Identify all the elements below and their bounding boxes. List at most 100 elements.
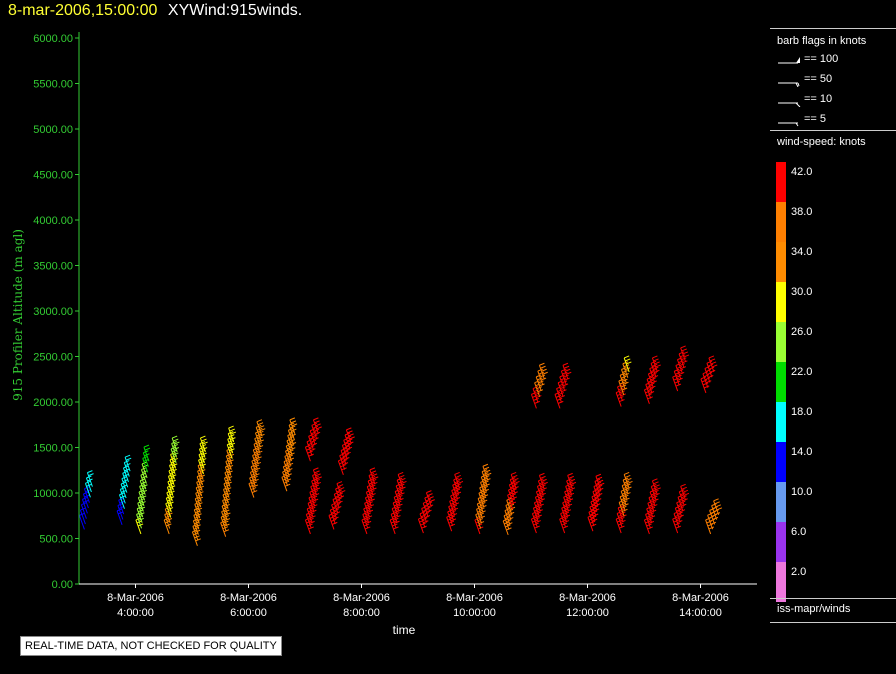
wind-barb <box>142 458 149 473</box>
barb-feather <box>653 358 659 362</box>
barb-feather <box>700 376 707 380</box>
wind-barb <box>164 514 171 529</box>
barb-feather <box>596 476 603 480</box>
wind-barb <box>282 471 289 487</box>
wind-barb <box>503 515 510 530</box>
wind-barb <box>510 474 517 489</box>
barb-feather <box>230 431 237 435</box>
wind-barb <box>344 434 351 450</box>
wind-barb <box>226 450 233 465</box>
barb-feather <box>715 504 722 508</box>
wind-barb <box>306 508 313 523</box>
wind-barb <box>534 382 541 397</box>
wind-barb <box>476 503 483 519</box>
wind-barb <box>253 444 260 459</box>
barb-feather <box>618 378 625 382</box>
wind-barb <box>645 514 652 529</box>
barb-feather <box>555 394 562 398</box>
wind-barb <box>559 376 566 392</box>
wind-barb <box>589 506 596 522</box>
barb-feather <box>229 428 235 432</box>
wind-barb <box>506 500 513 515</box>
wind-barb <box>199 443 206 458</box>
barb-feather <box>202 441 208 445</box>
wind-barb <box>311 425 318 440</box>
wind-barb <box>221 505 228 521</box>
wind-barb <box>226 444 233 459</box>
barb-feather <box>535 392 541 396</box>
title-product-name: XYWind:915winds. <box>167 2 303 19</box>
barb-full-icon <box>778 102 801 108</box>
wind-barb <box>622 479 629 495</box>
wind-barb <box>288 424 295 440</box>
wind-barb <box>304 519 311 535</box>
wind-barb <box>86 472 93 487</box>
y-tick-label: 0.00 <box>52 579 73 591</box>
x-tick-label-date: 8-Mar-2006 <box>672 592 729 604</box>
wind-barb <box>707 515 714 530</box>
wind-barb <box>424 497 431 513</box>
barb-feather <box>713 498 719 502</box>
wind-barb <box>171 437 178 453</box>
barb-feather <box>563 374 569 378</box>
barb-feather <box>597 479 604 483</box>
x-tick-label-date: 8-Mar-2006 <box>107 592 164 604</box>
barb-feather <box>557 380 564 384</box>
barb-feather <box>312 425 319 429</box>
barb-feather <box>424 515 431 518</box>
wind-barb <box>425 492 432 507</box>
barb-feather <box>563 365 570 369</box>
barb-feather <box>422 517 428 521</box>
colorbar-swatch <box>776 362 786 402</box>
wind-barb <box>561 507 568 523</box>
barb-feather <box>173 438 179 442</box>
wind-barb <box>448 506 455 521</box>
barb-feather <box>401 480 407 484</box>
barb-feather <box>559 395 566 399</box>
barb-feather <box>537 389 544 393</box>
wind-barb <box>504 510 511 525</box>
barb-feather <box>708 374 714 378</box>
barb-feather <box>426 501 433 505</box>
wind-barb <box>396 479 403 495</box>
wind-barb <box>309 491 316 507</box>
wind-barb <box>538 475 545 490</box>
y-axis-label: 915 Profiler Altitude (m agl) <box>11 229 25 401</box>
barb-profile <box>135 444 151 535</box>
barb-profile <box>559 472 577 534</box>
barb-feather <box>554 391 561 395</box>
colorbar-label: 38.0 <box>791 206 813 218</box>
wind-barb <box>559 518 566 534</box>
wind-barb <box>196 476 203 491</box>
wind-barb <box>227 433 234 448</box>
barb-profile <box>417 490 435 534</box>
wind-barb <box>594 481 601 496</box>
wind-barb <box>197 465 204 480</box>
wind-barb <box>339 455 346 470</box>
barb-feather <box>200 435 206 439</box>
barb-feather <box>655 364 661 368</box>
wind-barb <box>366 486 373 501</box>
wind-barb <box>646 508 653 523</box>
wind-barb <box>651 357 658 373</box>
barb-feather <box>369 467 376 471</box>
wind-barb <box>285 450 291 466</box>
wind-barb <box>556 388 563 403</box>
wind-barb <box>248 483 255 498</box>
wind-barb <box>164 508 171 524</box>
wind-barb <box>649 368 656 383</box>
wind-barb <box>647 503 654 518</box>
barb-legend-label: == 5 <box>804 113 827 125</box>
wind-barb <box>309 430 316 445</box>
barb-feather <box>314 431 321 435</box>
wind-barb <box>595 476 602 491</box>
barb-feather <box>510 471 517 475</box>
wind-barb <box>283 461 290 476</box>
barb-feather <box>568 475 574 479</box>
barb-feather <box>315 473 321 477</box>
wind-barb <box>142 452 149 467</box>
wind-barb <box>619 375 626 390</box>
wind-barb <box>310 486 317 501</box>
barb-profile <box>361 467 379 535</box>
barb-feather <box>615 390 622 394</box>
